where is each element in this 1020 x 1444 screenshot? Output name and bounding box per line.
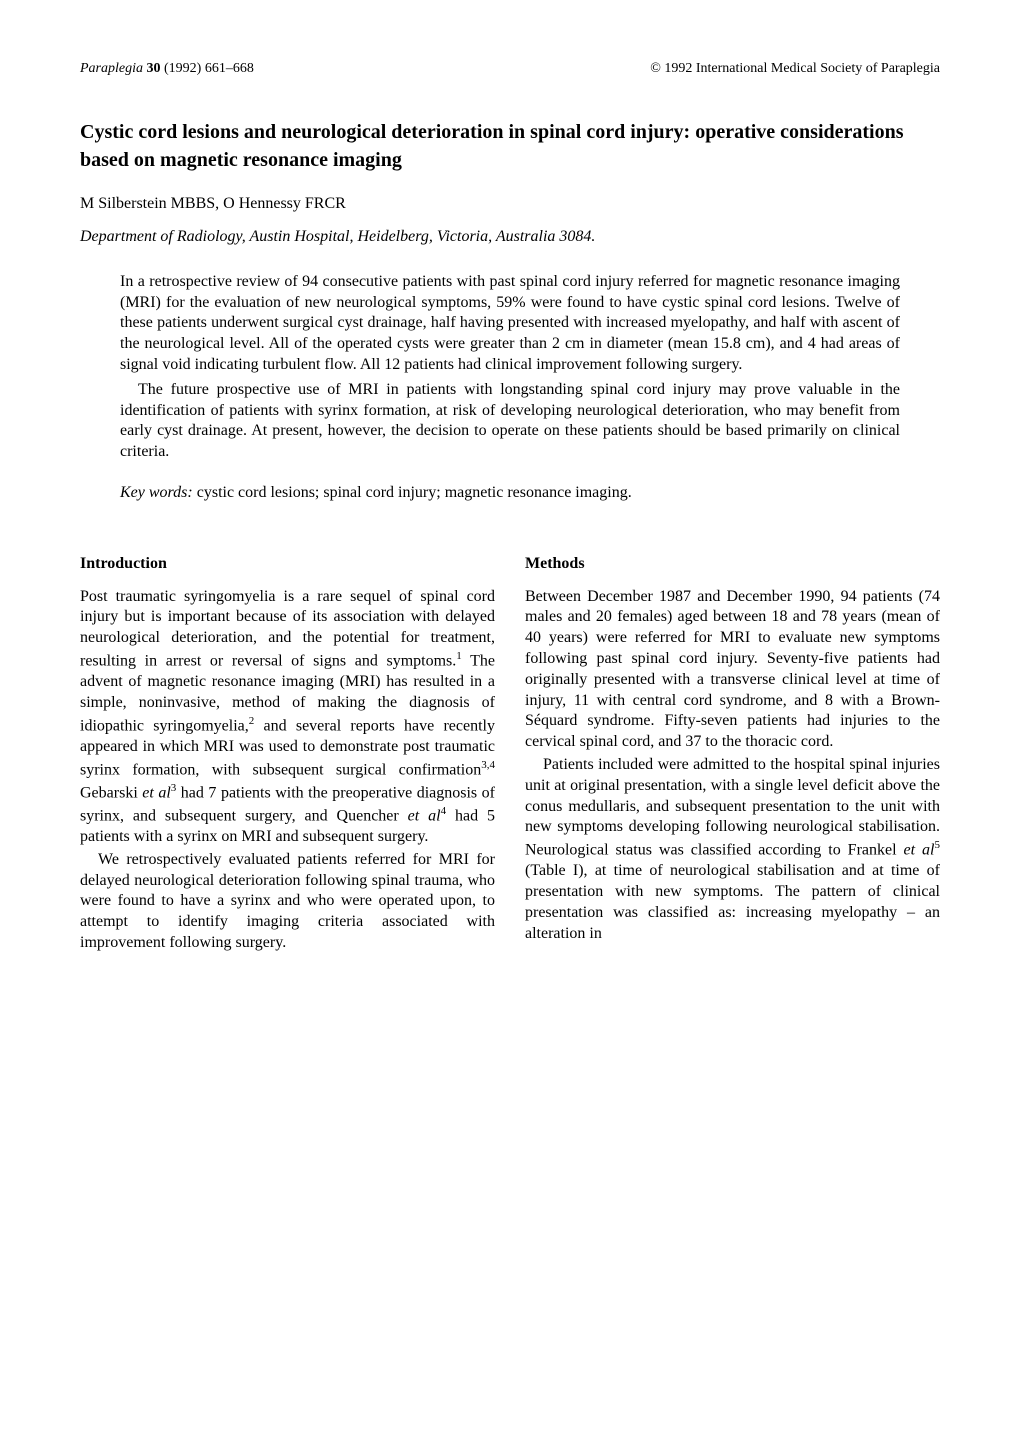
journal-citation: Paraplegia 30 (1992) 661–668 (80, 60, 254, 78)
copyright-notice: © 1992 International Medical Society of … (650, 60, 940, 78)
methods-paragraph-1: Between December 1987 and December 1990,… (525, 587, 940, 753)
right-column: Methods Between December 1987 and Decemb… (525, 554, 940, 956)
journal-name: Paraplegia (80, 61, 143, 76)
et-al-italic: et al (142, 784, 171, 801)
keywords-text: cystic cord lesions; spinal cord injury;… (193, 484, 632, 501)
volume-number: 30 (147, 61, 161, 76)
introduction-heading: Introduction (80, 554, 495, 575)
abstract-paragraph-2: The future prospective use of MRI in pat… (120, 380, 900, 463)
author-affiliation: Department of Radiology, Austin Hospital… (80, 227, 940, 248)
left-column: Introduction Post traumatic syringomyeli… (80, 554, 495, 956)
year: (1992) (164, 61, 201, 76)
page-header: Paraplegia 30 (1992) 661–668 © 1992 Inte… (80, 60, 940, 78)
introduction-paragraph-2: We retrospectively evaluated patients re… (80, 850, 495, 954)
keywords-section: Key words: cystic cord lesions; spinal c… (120, 483, 900, 504)
introduction-paragraph-1: Post traumatic syringomyelia is a rare s… (80, 587, 495, 848)
keywords-label: Key words: (120, 484, 193, 501)
citation-ref: 5 (935, 839, 941, 851)
page-range: 661–668 (205, 61, 254, 76)
article-title: Cystic cord lesions and neurological det… (80, 118, 940, 174)
et-al-italic: et al (904, 841, 935, 858)
authors-list: M Silberstein MBBS, O Hennessy FRCR (80, 194, 940, 215)
body-columns: Introduction Post traumatic syringomyeli… (80, 554, 940, 956)
methods-heading: Methods (525, 554, 940, 575)
citation-ref: 3,4 (481, 759, 495, 771)
abstract-paragraph-1: In a retrospective review of 94 consecut… (120, 272, 900, 376)
methods-paragraph-2: Patients included were admitted to the h… (525, 755, 940, 945)
et-al-italic: et al (408, 807, 441, 824)
abstract-section: In a retrospective review of 94 consecut… (120, 272, 900, 463)
